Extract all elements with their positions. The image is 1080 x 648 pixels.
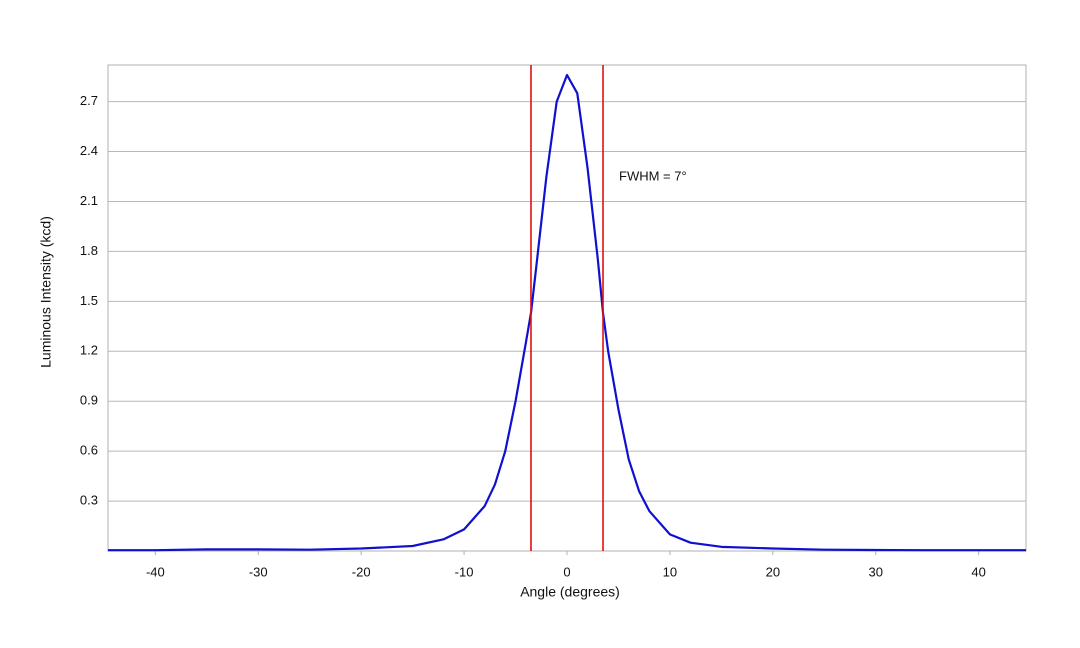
y-tick-label: 2.7	[80, 93, 98, 108]
annotation: FWHM = 7°	[619, 168, 687, 183]
x-tick-label: -30	[249, 564, 268, 579]
y-tick-label: 1.8	[80, 243, 98, 258]
data-line	[108, 73, 1026, 552]
x-tick-label: 10	[663, 564, 677, 579]
y-tick-label: 0.6	[80, 443, 98, 458]
x-tick-label: -10	[455, 564, 474, 579]
y-tick-label: 2.4	[80, 143, 98, 158]
y-axis-label: Luminous Intensity (kcd)	[38, 216, 54, 368]
x-tick-label: 30	[869, 564, 883, 579]
x-tick-label: -20	[352, 564, 371, 579]
x-tick-label: 20	[766, 564, 780, 579]
y-tick-label: 1.5	[80, 293, 98, 308]
y-tick-label: 0.9	[80, 393, 98, 408]
x-tick-label: 0	[563, 564, 570, 579]
x-axis-label: Angle (degrees)	[520, 584, 620, 600]
y-tick-label: 1.2	[80, 343, 98, 358]
plot-area	[107, 64, 1027, 552]
x-tick-label: 40	[971, 564, 985, 579]
y-tick-label: 0.3	[80, 493, 98, 508]
x-tick-label: -40	[146, 564, 165, 579]
y-tick-label: 2.1	[80, 193, 98, 208]
